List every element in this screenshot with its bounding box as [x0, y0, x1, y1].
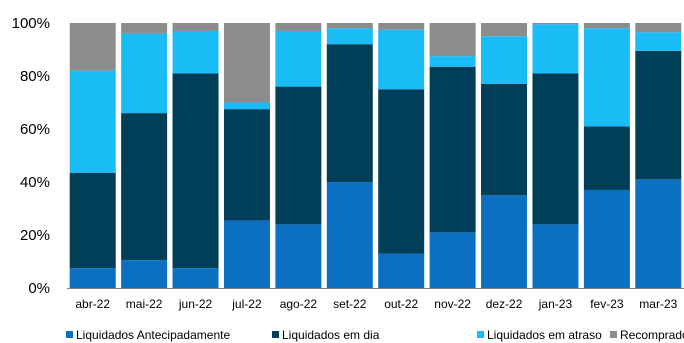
bar-segment — [223, 23, 270, 103]
legend: Liquidados Antecipadamente Liquidados em … — [66, 328, 684, 342]
bar-segment — [223, 102, 270, 110]
bar-segment — [326, 182, 373, 288]
bar-segment — [429, 232, 476, 288]
bar-segment — [378, 23, 425, 30]
bar-segment — [275, 86, 322, 225]
bar-segment — [223, 109, 270, 221]
bar-segment — [121, 113, 168, 261]
y-tick-label: 100% — [12, 15, 50, 32]
x-tick-label: jul-22 — [231, 297, 262, 311]
bar-segment — [121, 33, 168, 114]
bar-segment — [532, 24, 579, 74]
legend-swatch — [610, 331, 617, 338]
bar-segment — [481, 36, 528, 84]
x-tick-label: mai-22 — [126, 297, 163, 311]
bar-segment — [121, 23, 168, 34]
x-tick-label: ago-22 — [280, 297, 318, 311]
x-tick-label: dez-22 — [486, 297, 523, 311]
bar-segment — [429, 66, 476, 233]
y-tick-label: 60% — [20, 121, 50, 138]
bar-segment — [69, 268, 116, 288]
x-tick-label: set-22 — [333, 297, 367, 311]
legend-swatch — [66, 331, 73, 338]
bar-segment — [429, 23, 476, 57]
bar-segment — [635, 179, 682, 288]
legend-label: Liquidados Antecipadamente — [76, 328, 230, 342]
y-tick-label: 0% — [28, 280, 50, 297]
bar-segment — [69, 172, 116, 269]
legend-swatch — [477, 331, 484, 338]
bar-area — [69, 23, 682, 288]
bar-segment — [481, 23, 528, 37]
x-axis: abr-22 mai-22 jun-22 jul-22 ago-22 set-22 out-… — [67, 288, 684, 311]
x-tick-label: fev-23 — [590, 297, 624, 311]
bar-segment — [326, 28, 373, 45]
bar-segment — [378, 29, 425, 90]
bar-segment — [172, 30, 219, 74]
bar-segment — [172, 73, 219, 269]
bar-segment — [172, 268, 219, 288]
x-tick-label: jun-22 — [178, 297, 213, 311]
legend-swatch — [272, 331, 279, 338]
y-tick-label: 40% — [20, 174, 50, 191]
y-axis: 0% 20% 40% 60% 80% 100% — [12, 15, 50, 297]
bar-segment — [583, 189, 630, 288]
bar-segment — [121, 260, 168, 288]
bar-segment — [223, 220, 270, 288]
bar-segment — [532, 224, 579, 288]
x-tick-label: nov-22 — [434, 297, 471, 311]
bar-segment — [378, 253, 425, 288]
bar-segment — [583, 28, 630, 127]
bar-segment — [275, 30, 322, 87]
bar-segment — [635, 23, 682, 33]
bar-segment — [583, 126, 630, 190]
x-tick-label: mar-23 — [639, 297, 677, 311]
bar-segment — [583, 23, 630, 29]
bar-segment — [429, 56, 476, 67]
bar-segment — [635, 50, 682, 180]
bar-segment — [326, 23, 373, 29]
bar-segment — [378, 89, 425, 254]
bar-segment — [275, 224, 322, 288]
x-tick-label: jan-23 — [538, 297, 573, 311]
bar-segment — [635, 32, 682, 51]
bar-segment — [326, 44, 373, 183]
bar-segment — [481, 83, 528, 196]
bar-segment — [532, 23, 579, 25]
bar-segment — [172, 23, 219, 31]
y-tick-label: 80% — [20, 68, 50, 85]
legend-label: Recomprados — [620, 328, 684, 342]
x-tick-label: abr-22 — [75, 297, 110, 311]
legend-label: Liquidados em dia — [282, 328, 380, 342]
bar-segment — [481, 195, 528, 288]
x-tick-label: out-22 — [384, 297, 418, 311]
bar-segment — [532, 73, 579, 225]
bar-segment — [275, 23, 322, 31]
y-tick-label: 20% — [20, 227, 50, 244]
bar-segment — [69, 23, 116, 71]
legend-label: Liquidados em atraso — [487, 328, 602, 342]
bar-segment — [69, 70, 116, 173]
